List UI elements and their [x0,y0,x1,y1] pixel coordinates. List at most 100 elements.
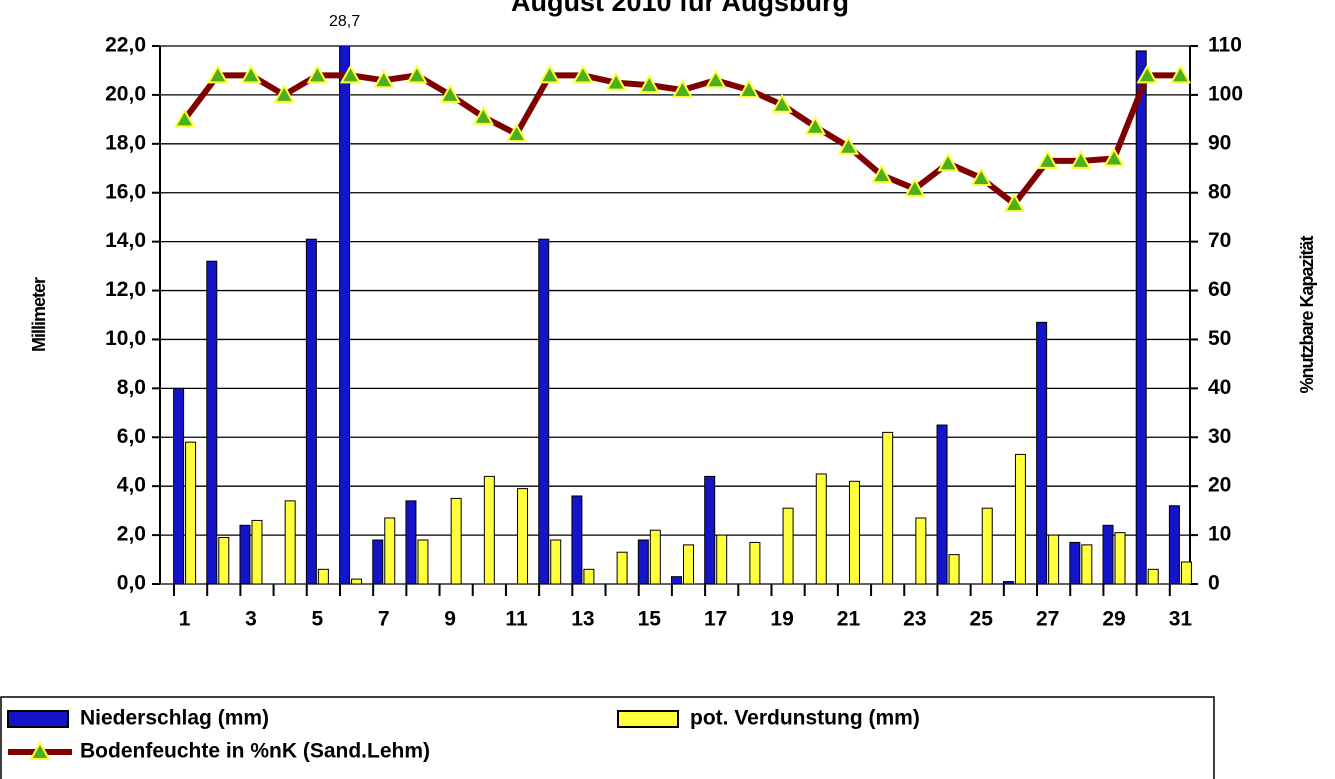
line-marker [1003,192,1026,212]
bar [185,441,197,585]
bar [284,500,296,585]
chart-title: August 2010 für Augsburg [511,0,849,17]
bar [218,537,230,585]
bar [915,517,927,585]
line-marker [1169,64,1192,84]
bar [339,46,351,585]
legend-label: pot. Verdunstung (mm) [690,707,920,730]
bar [571,495,583,585]
x-tick-label: 11 [505,608,528,631]
bar [517,488,529,585]
line-marker [439,83,461,103]
line-marker [472,105,495,125]
legend-box [0,696,1215,779]
y-tick-label: 10,0 [105,327,146,350]
bar [782,507,794,585]
y-tick-label: 6,0 [117,425,146,448]
line-marker [738,78,760,99]
x-tick-label: 1 [179,608,191,631]
y2-tick-label: 40 [1208,376,1231,399]
y-tick-label: 12,0 [105,278,146,301]
y-tick-label: 22,0 [105,34,146,57]
y2-tick-label: 20 [1208,474,1231,497]
bar [1114,532,1126,585]
line-marker [273,83,295,103]
line-marker [306,64,329,84]
bar [305,238,317,585]
y2-tick-label: 0 [1208,572,1220,595]
y2-tick-label: 110 [1208,34,1242,57]
line-marker [704,69,727,89]
bar [936,424,948,585]
legend-label: Niederschlag (mm) [80,707,269,730]
bar [1102,524,1114,585]
x-tick-label: 29 [1102,608,1125,631]
x-tick-label: 13 [571,608,594,631]
bar [716,534,728,585]
line-marker [1070,149,1092,169]
bar [815,473,827,585]
y2-tick-label: 90 [1208,131,1231,154]
bar [704,475,716,585]
data-label: 28,7 [329,13,360,30]
bar [1002,581,1014,585]
bar [1147,568,1159,585]
line-marker [207,64,229,84]
legend-swatch [617,710,679,728]
bar [981,507,993,585]
line-marker [771,93,793,113]
bar [483,475,495,585]
y-tick-label: 4,0 [117,474,146,497]
line-marker [339,64,362,84]
bar [173,387,185,585]
y-tick-label: 20,0 [105,82,146,105]
line-marker [1036,149,1059,169]
y-tick-label: 18,0 [105,131,146,154]
x-tick-label: 9 [444,608,456,631]
y2-tick-label: 10 [1208,523,1231,546]
bar [882,431,894,585]
bar [649,529,661,585]
x-tick-label: 27 [1036,608,1059,631]
bar [671,576,682,585]
bar [405,500,417,585]
x-tick-label: 5 [312,608,324,631]
bar [583,568,595,585]
legend-label: Bodenfeuchte in %nK (Sand.Lehm) [80,740,430,763]
bar [206,260,218,585]
line-marker [671,78,694,99]
line-marker [1103,147,1125,167]
bar [384,517,396,585]
line-marker [970,167,992,187]
x-tick-label: 7 [378,608,390,631]
bar [251,519,263,585]
bar [239,524,251,585]
bar [317,568,329,585]
y-tick-label: 8,0 [117,376,146,399]
x-tick-label: 19 [770,608,793,631]
line-marker [173,108,196,128]
bar [417,539,429,585]
line-marker [870,164,893,184]
x-tick-label: 21 [837,608,861,631]
y-tick-label: 0,0 [117,572,146,595]
bar [1135,50,1147,585]
line-marker [1136,64,1158,84]
bar [637,539,649,585]
y2-tick-label: 100 [1208,82,1243,105]
y2-tick-label: 80 [1208,180,1231,203]
line-marker [804,115,826,135]
bar [1081,544,1093,585]
bar [1180,561,1192,585]
line-marker [406,64,428,84]
bar [550,539,562,585]
line-marker [605,71,627,91]
bar [616,551,628,585]
y2-axis-label: %nutzbare Kapazität [1297,235,1317,393]
line-marker [572,64,594,84]
bar [372,539,384,585]
x-tick-label: 17 [704,608,727,631]
line-marker [373,69,395,89]
line-marker [539,64,561,84]
